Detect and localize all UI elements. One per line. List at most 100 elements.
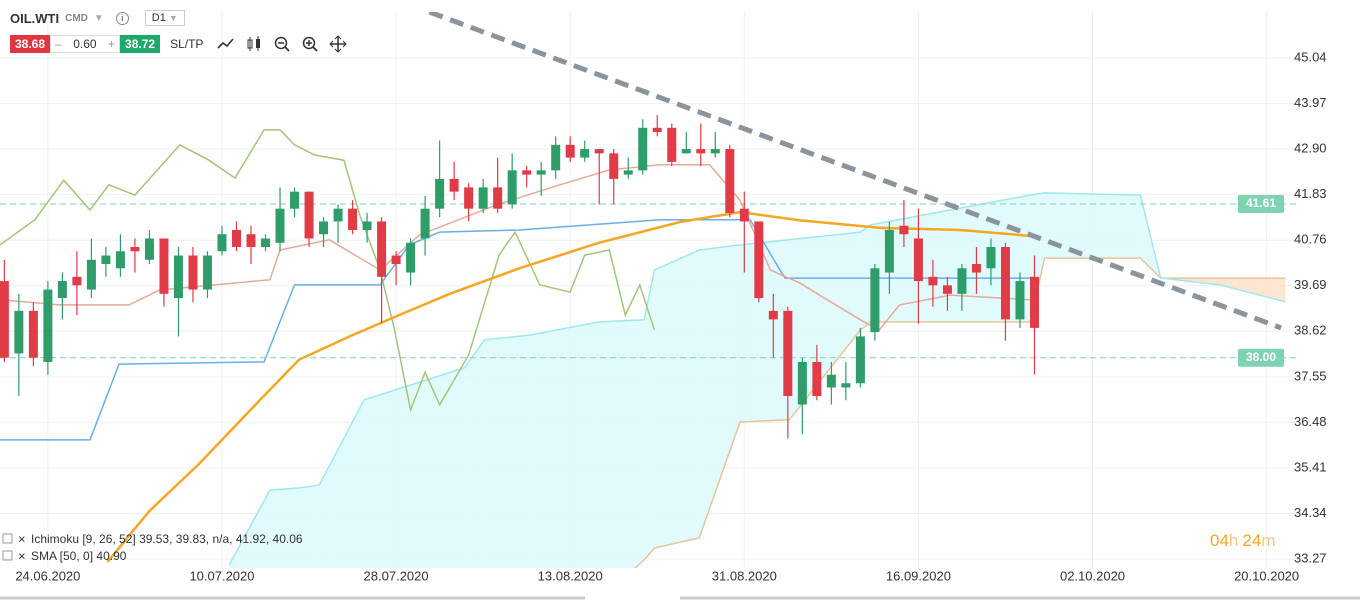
spread: –0.60 + [50, 35, 121, 53]
candle-body [391, 255, 401, 265]
candle-body [333, 208, 343, 222]
zoom-in[interactable] [301, 35, 319, 53]
cloud-fill [484, 335, 530, 568]
legend-close[interactable]: × [18, 531, 26, 546]
candle-body [594, 149, 604, 154]
candle-body [101, 255, 111, 265]
ask[interactable]: 38.72 [120, 35, 161, 53]
candle-body [435, 178, 445, 209]
senkou-span-b [228, 192, 1286, 566]
candle-body [449, 178, 459, 192]
candle-body [115, 251, 125, 269]
candle-body [536, 170, 546, 175]
x-tick-label: 24.06.2020 [15, 568, 80, 583]
candle-body [231, 229, 241, 248]
y-tick-label: 33.27 [1294, 550, 1327, 565]
candle-body [725, 149, 735, 213]
bid[interactable]: 38.68 [10, 35, 51, 53]
candle-body [362, 221, 372, 230]
candle-body [173, 255, 183, 299]
candle-body [899, 225, 909, 235]
candle-body [290, 191, 300, 209]
candle-body [188, 255, 198, 290]
market: CMD [65, 12, 88, 24]
level-label: 41.61 [1246, 196, 1276, 210]
legend-text: SMA [50, 0] 40.90 [31, 549, 127, 563]
candle-body [710, 149, 720, 154]
candle-body [826, 374, 836, 388]
cloud-fill [364, 367, 465, 568]
dropdown[interactable]: ▼ [93, 12, 104, 24]
trade-row: 38.68 –0.60 + 38.72 SL/TP [10, 34, 348, 54]
indicator-line [106, 210, 1031, 563]
y-tick-label: 43.97 [1294, 95, 1327, 110]
candle-body [57, 281, 67, 299]
candle-body [522, 170, 532, 175]
level-tag [1238, 195, 1284, 214]
indicator-line [0, 164, 1031, 331]
candle-body [928, 276, 938, 286]
senkou-span-a [633, 257, 1286, 568]
y-tick-label: 35.41 [1294, 459, 1327, 474]
y-tick-label: 34.34 [1294, 505, 1327, 520]
candle-body [841, 383, 851, 388]
y-tick-label: 38.62 [1294, 323, 1327, 338]
cloud-fill [1220, 278, 1286, 302]
candle-body [0, 281, 9, 358]
x-tick-label: 13.08.2020 [538, 568, 603, 583]
candle-body [609, 153, 619, 179]
symbol-row: OIL.WTI CMD ▼ i D1 ▼ [10, 8, 185, 28]
candle-body [986, 247, 996, 269]
candle-body [507, 170, 517, 205]
line-tool[interactable] [217, 35, 235, 53]
level-tag [1238, 348, 1284, 367]
y-tick-label: 40.76 [1294, 232, 1327, 247]
cloud-fill [870, 195, 1031, 322]
candle-body [696, 149, 706, 154]
candle-body [580, 149, 590, 158]
cloud-fill [269, 487, 299, 568]
candle-body [667, 127, 677, 162]
candle-body [348, 208, 358, 230]
legend-text: Ichimoku [9, 26, 52] 39.53, 39.83, n/a, … [31, 532, 303, 546]
legend-icon[interactable] [2, 533, 13, 544]
candle-body [261, 238, 271, 248]
legend-icon[interactable] [2, 550, 13, 561]
y-tick-label: 45.04 [1294, 49, 1327, 64]
cloud-fill [789, 232, 861, 420]
y-tick-label: 36.48 [1294, 414, 1327, 429]
x-tick-label: 28.07.2020 [364, 568, 429, 583]
info-icon[interactable]: i [115, 11, 129, 25]
candle-body [971, 264, 981, 273]
level-label: 38.00 [1246, 350, 1276, 364]
symbol[interactable]: OIL.WTI [10, 10, 60, 26]
legend-close[interactable]: × [18, 548, 26, 563]
candle-body [464, 187, 474, 209]
timeframe[interactable]: D1 ▼ [144, 10, 185, 26]
cloud-fill [529, 321, 600, 568]
y-tick-label: 37.55 [1294, 368, 1327, 383]
candle-body [565, 144, 575, 158]
trendline [428, 12, 1282, 331]
candle-body [884, 229, 894, 273]
sltp[interactable]: SL/TP [170, 37, 204, 51]
y-tick-label: 41.83 [1294, 186, 1327, 201]
candle-tool[interactable] [245, 35, 263, 53]
cloud-fill [464, 339, 485, 568]
move-tool[interactable] [329, 35, 348, 53]
candle-body [72, 276, 82, 286]
candle-body [130, 247, 140, 252]
candle-body [913, 238, 923, 282]
candle-body [144, 238, 154, 260]
x-tick-label: 20.10.2020 [1234, 568, 1299, 583]
cloud-fill [654, 249, 700, 548]
candle-body [957, 268, 967, 294]
candle-body [246, 234, 256, 248]
cloud-fill [335, 399, 365, 568]
candle-body [1015, 281, 1025, 320]
zoom-out[interactable] [273, 35, 291, 53]
candle-body [493, 187, 503, 209]
x-tick-label: 31.08.2020 [712, 568, 777, 583]
candle-body [855, 336, 865, 384]
